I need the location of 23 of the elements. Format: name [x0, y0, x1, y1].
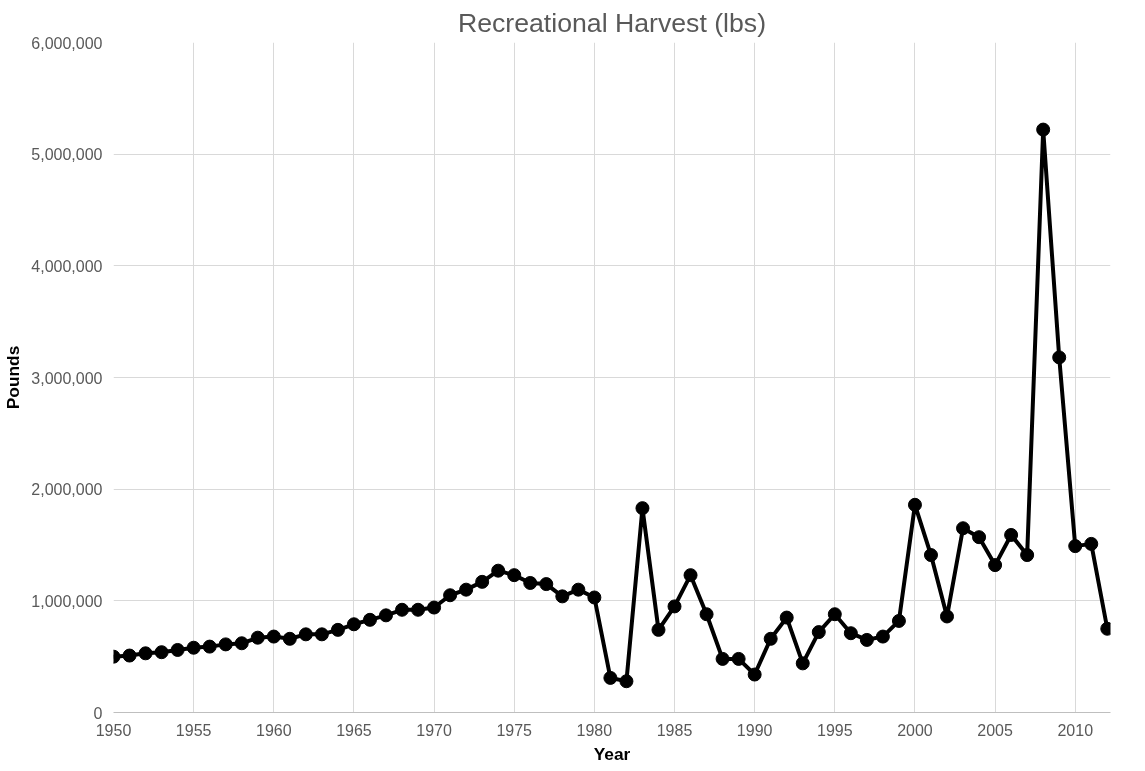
x-tick-label: 1970 — [416, 721, 452, 739]
x-tick-label: 1965 — [336, 721, 372, 739]
y-axis-title: Pounds — [3, 345, 24, 410]
x-tick-label: 1955 — [175, 721, 212, 739]
y-tick-label: 3,000,000 — [31, 369, 103, 387]
x-tick-label: 1950 — [95, 721, 132, 739]
x-tick-label: 2005 — [977, 721, 1013, 739]
y-tick-label: 1,000,000 — [31, 592, 103, 610]
x-tick-label: 1975 — [496, 721, 533, 739]
x-tick-label: 1985 — [656, 721, 693, 739]
y-tick-label: 5,000,000 — [31, 146, 103, 164]
y-tick-label: 0 — [93, 704, 103, 722]
x-tick-label: 2010 — [1057, 721, 1094, 739]
x-tick-label: 1990 — [736, 721, 773, 739]
y-tick-label: 6,000,000 — [31, 34, 103, 52]
x-tick-label: 1995 — [817, 721, 853, 739]
y-tick-label: 2,000,000 — [31, 481, 103, 499]
y-tick-label: 4,000,000 — [31, 257, 103, 275]
x-tick-label: 1960 — [255, 721, 292, 739]
x-tick-label: 1980 — [576, 721, 613, 739]
x-tick-label: 2000 — [897, 721, 933, 739]
chart-title: Recreational Harvest (lbs) — [457, 7, 767, 38]
x-axis-title: Year — [593, 743, 631, 764]
